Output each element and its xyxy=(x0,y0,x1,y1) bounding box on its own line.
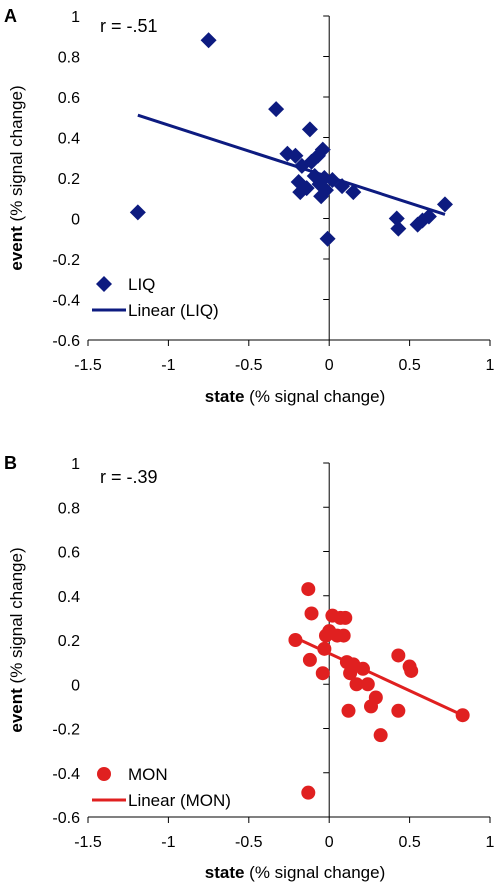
correlation-annotation: r = -.39 xyxy=(100,467,158,487)
y-tick-label: 0.8 xyxy=(58,500,80,517)
data-point xyxy=(373,728,388,743)
x-tick-label: -1 xyxy=(161,357,175,374)
x-axis-label: state (% signal change) xyxy=(205,387,386,406)
y-tick-label: -0.4 xyxy=(52,293,80,310)
legend-label-trendline: Linear (MON) xyxy=(128,791,231,810)
legend-marker xyxy=(97,767,111,781)
data-point xyxy=(388,210,405,227)
x-tick-label: 1 xyxy=(486,834,495,851)
data-point xyxy=(129,204,146,221)
data-point xyxy=(455,708,470,723)
data-point xyxy=(288,633,303,647)
data-point xyxy=(436,196,453,213)
x-tick-label: -0.5 xyxy=(235,357,263,374)
data-point xyxy=(319,230,336,247)
y-tick-label: -0.2 xyxy=(52,252,80,269)
y-tick-label: -0.4 xyxy=(52,766,80,783)
data-point xyxy=(368,690,383,705)
y-tick-label: -0.6 xyxy=(52,810,80,827)
y-axis-label-rest: (% signal change) xyxy=(7,85,26,226)
x-axis-label: state (% signal change) xyxy=(205,863,386,882)
y-tick-label: -0.2 xyxy=(52,722,80,739)
data-point xyxy=(349,677,364,692)
y-axis-label-bold: event xyxy=(7,226,26,271)
data-point xyxy=(315,666,330,681)
y-tick-label: 1 xyxy=(71,456,80,473)
y-axis-label-bold: event xyxy=(7,688,26,733)
y-tick-label: -0.6 xyxy=(52,333,80,350)
data-point xyxy=(336,628,351,643)
trendline xyxy=(137,113,446,216)
x-axis-label-bold: state xyxy=(205,863,245,882)
legend-marker xyxy=(96,276,112,292)
legend-label-trendline: Linear (LIQ) xyxy=(128,301,219,320)
panel-label: A xyxy=(4,6,17,26)
y-tick-label: 1 xyxy=(71,9,80,26)
data-point xyxy=(317,182,334,199)
chart-panel-a: A -0.6 -0.4 -0.2 0 0.2 0.4 0.6 0.8 1 -1.5 -1 -0.5 0 0.… xyxy=(4,6,495,406)
data-point xyxy=(317,641,332,656)
data-point xyxy=(298,180,315,197)
y-tick-label: 0.2 xyxy=(58,633,80,650)
data-point xyxy=(200,32,217,49)
x-axis-label-rest: (% signal change) xyxy=(244,863,385,882)
y-axis-label-rest: (% signal change) xyxy=(7,547,26,688)
x-tick-label: -0.5 xyxy=(235,834,263,851)
y-tick-label: 0.6 xyxy=(58,90,80,107)
y-tick-label: 0.8 xyxy=(58,50,80,67)
y-tick-label: 0 xyxy=(71,677,80,694)
data-point xyxy=(391,648,406,663)
y-tick-label: 0.2 xyxy=(58,171,80,188)
legend-label-series: MON xyxy=(128,765,168,784)
panel-label: B xyxy=(4,453,17,473)
x-axis-label-bold: state xyxy=(205,387,245,406)
x-tick-label: 0.5 xyxy=(398,357,420,374)
data-point xyxy=(360,677,375,692)
y-tick-label: 0 xyxy=(71,212,80,229)
correlation-annotation: r = -.51 xyxy=(100,16,158,36)
data-point xyxy=(338,610,353,625)
data-point xyxy=(341,703,356,718)
x-tick-label: -1.5 xyxy=(74,834,102,851)
y-tick-label: 0.4 xyxy=(58,589,80,606)
data-point xyxy=(334,178,351,195)
y-axis-label: event (% signal change) xyxy=(7,85,26,270)
data-point xyxy=(355,661,370,676)
data-point xyxy=(301,582,316,597)
x-tick-label: 1 xyxy=(486,357,495,374)
data-point xyxy=(301,785,316,800)
x-tick-label: 0 xyxy=(325,834,334,851)
data-point xyxy=(268,101,285,118)
data-point xyxy=(390,220,407,237)
chart-panel-b: B -0.6 -0.4 -0.2 0 0.2 0.4 0.6 0.8 1 -1.5 -1 -0.5 0 0.… xyxy=(4,453,495,882)
data-point xyxy=(302,652,317,667)
data-point xyxy=(301,121,318,138)
x-tick-label: 0 xyxy=(325,357,334,374)
data-point xyxy=(314,141,331,158)
data-point xyxy=(391,703,406,718)
x-tick-label: -1.5 xyxy=(74,357,102,374)
x-tick-label: 0.5 xyxy=(398,834,420,851)
x-tick-label: -1 xyxy=(161,834,175,851)
data-point xyxy=(304,606,319,621)
legend-label-series: LIQ xyxy=(128,275,155,294)
y-tick-label: 0.6 xyxy=(58,545,80,562)
data-point xyxy=(404,663,419,678)
y-axis-label: event (% signal change) xyxy=(7,547,26,732)
data-point xyxy=(287,147,304,164)
y-tick-label: 0.4 xyxy=(58,131,80,148)
data-point xyxy=(420,208,437,225)
data-point xyxy=(345,184,362,201)
x-axis-label-rest: (% signal change) xyxy=(244,387,385,406)
